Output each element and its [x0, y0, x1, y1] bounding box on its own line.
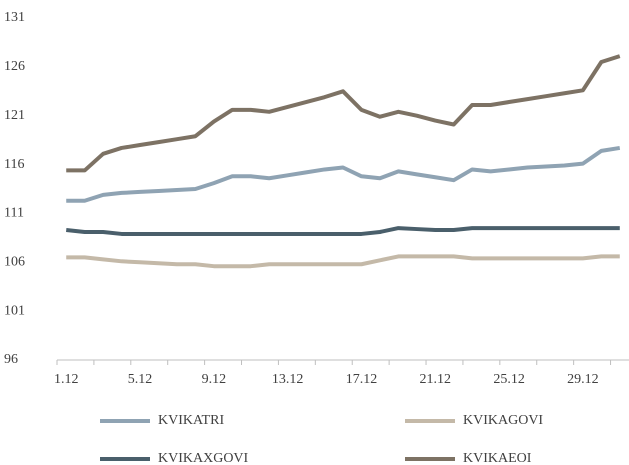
- y-tick-label: 131: [4, 10, 25, 25]
- x-tick-label: 9.12: [202, 372, 227, 387]
- legend-label: KVIKAEOI: [463, 451, 532, 465]
- y-tick-label: 101: [4, 303, 25, 318]
- y-tick-label: 106: [4, 255, 25, 270]
- y-tick-label: 96: [4, 352, 18, 367]
- x-tick-label: 1.12: [54, 372, 79, 387]
- y-tick-label: 111: [4, 206, 24, 221]
- y-tick-label: 121: [4, 108, 25, 123]
- y-tick-label: 126: [4, 59, 25, 74]
- x-tick-label: 25.12: [493, 372, 525, 387]
- x-tick-label: 29.12: [567, 372, 599, 387]
- series-line: [66, 145, 621, 203]
- legend-label: KVIKAGOVI: [463, 413, 543, 428]
- x-tick-label: 5.12: [128, 372, 153, 387]
- series-line: [66, 54, 621, 173]
- legend-label: KVIKAXGOVI: [158, 451, 249, 465]
- series-line: [66, 226, 620, 236]
- y-tick-label: 116: [4, 157, 24, 172]
- legend-label: KVIKATRI: [158, 413, 224, 428]
- x-tick-label: 21.12: [420, 372, 452, 387]
- x-tick-label: 17.12: [346, 372, 378, 387]
- series-line: [66, 254, 620, 269]
- x-tick-label: 13.12: [272, 372, 304, 387]
